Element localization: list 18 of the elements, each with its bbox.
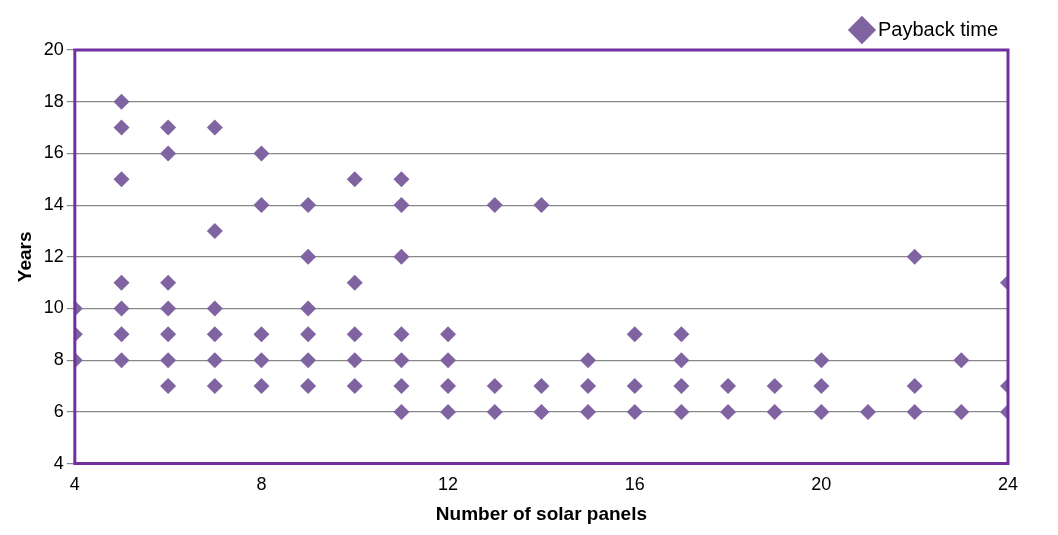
y-tick-label: 18 <box>43 90 64 111</box>
y-tick-label: 4 <box>53 452 64 473</box>
x-tick-label: 24 <box>997 474 1019 495</box>
y-tick-label: 12 <box>43 245 64 266</box>
y-axis-title: Years <box>13 231 35 283</box>
y-tick-label: 10 <box>43 297 64 318</box>
x-tick-label: 8 <box>256 474 267 495</box>
y-tick-label: 16 <box>43 142 64 163</box>
y-tick-label: 8 <box>53 349 64 370</box>
x-tick-label: 20 <box>811 474 832 495</box>
y-tick-label: 14 <box>43 194 64 215</box>
y-tick-label: 20 <box>43 38 64 59</box>
x-tick-label: 4 <box>69 474 80 495</box>
x-tick-label: 16 <box>624 474 645 495</box>
x-axis-title: Number of solar panels <box>435 502 647 524</box>
legend-label: Payback time <box>877 17 999 40</box>
y-tick-label: 6 <box>53 400 64 421</box>
x-tick-label: 12 <box>438 474 459 495</box>
